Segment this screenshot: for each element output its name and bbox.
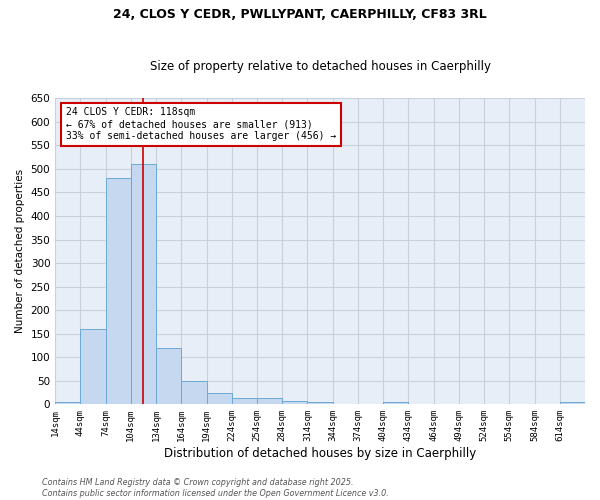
Bar: [106, 178, 131, 404]
Y-axis label: Number of detached properties: Number of detached properties: [15, 169, 25, 334]
Text: 24, CLOS Y CEDR, PWLLYPANT, CAERPHILLY, CF83 3RL: 24, CLOS Y CEDR, PWLLYPANT, CAERPHILLY, …: [113, 8, 487, 20]
Bar: [257, 398, 282, 404]
Text: Contains HM Land Registry data © Crown copyright and database right 2025.
Contai: Contains HM Land Registry data © Crown c…: [42, 478, 389, 498]
Bar: [55, 402, 80, 404]
Bar: [282, 400, 307, 404]
Text: 24 CLOS Y CEDR: 118sqm
← 67% of detached houses are smaller (913)
33% of semi-de: 24 CLOS Y CEDR: 118sqm ← 67% of detached…: [66, 108, 336, 140]
Bar: [156, 348, 181, 405]
Title: Size of property relative to detached houses in Caerphilly: Size of property relative to detached ho…: [149, 60, 491, 74]
Bar: [560, 402, 585, 404]
Bar: [131, 164, 156, 404]
Bar: [181, 381, 206, 404]
Bar: [80, 329, 106, 404]
Bar: [307, 402, 332, 404]
X-axis label: Distribution of detached houses by size in Caerphilly: Distribution of detached houses by size …: [164, 447, 476, 460]
Bar: [206, 392, 232, 404]
Bar: [383, 402, 409, 404]
Bar: [232, 398, 257, 404]
